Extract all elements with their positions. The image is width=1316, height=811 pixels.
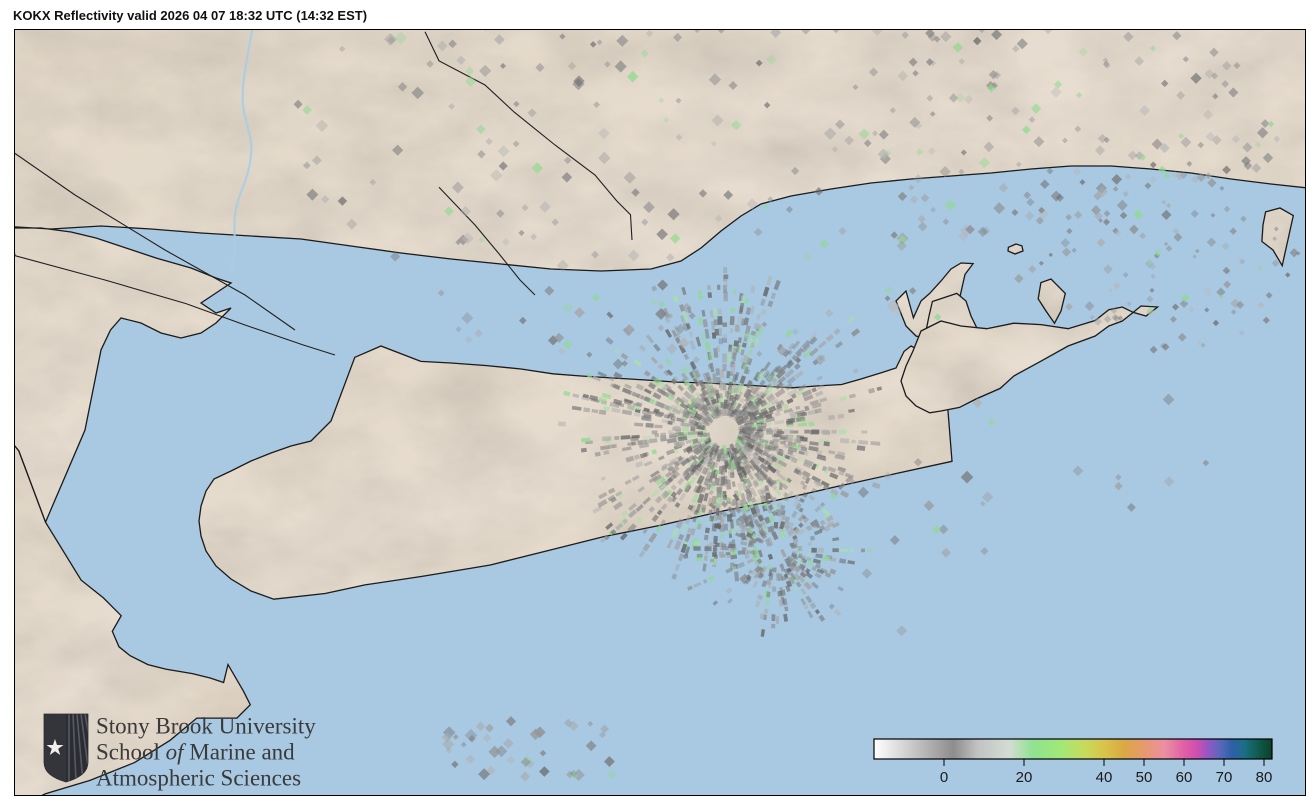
svg-text:80: 80 — [1256, 769, 1273, 786]
svg-text:Atmospheric Sciences: Atmospheric Sciences — [96, 766, 301, 791]
svg-text:20: 20 — [1016, 769, 1033, 786]
svg-text:60: 60 — [1176, 769, 1193, 786]
svg-text:Stony Brook University: Stony Brook University — [96, 714, 316, 739]
svg-text:70: 70 — [1216, 769, 1233, 786]
svg-text:50: 50 — [1136, 769, 1153, 786]
svg-text:School of Marine and: School of Marine and — [96, 740, 295, 765]
svg-text:0: 0 — [940, 769, 948, 786]
svg-text:40: 40 — [1096, 769, 1113, 786]
